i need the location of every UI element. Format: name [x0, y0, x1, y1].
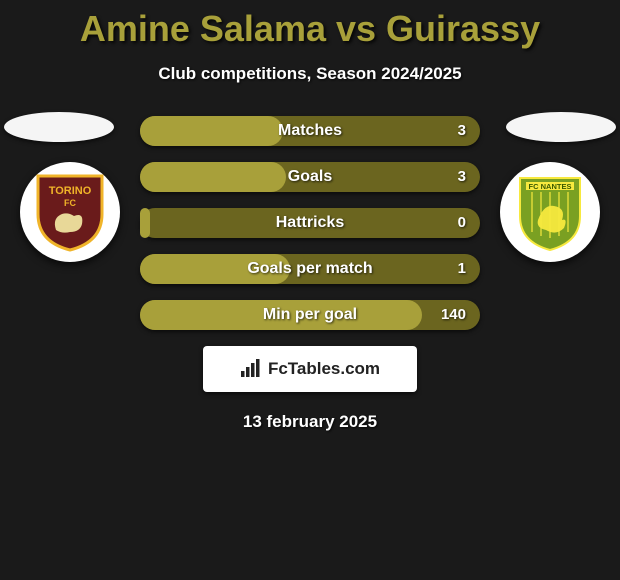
- bar-chart-icon: [240, 359, 262, 379]
- club-badge-left: TORINO FC: [20, 162, 120, 262]
- torino-crest-icon: TORINO FC: [28, 170, 112, 254]
- nantes-crest-icon: FC NANTES: [508, 170, 592, 254]
- club-badge-right: FC NANTES: [500, 162, 600, 262]
- player1-photo-placeholder: [4, 112, 114, 142]
- brand-text: FcTables.com: [268, 359, 380, 379]
- comparison-body: TORINO FC FC NANTES Matches 3 Goals 3: [0, 116, 620, 432]
- stat-value: 0: [458, 208, 466, 238]
- title-player1: Amine Salama: [80, 8, 326, 49]
- stat-row-matches: Matches 3: [140, 116, 480, 146]
- stat-label: Goals per match: [140, 254, 480, 284]
- svg-text:TORINO: TORINO: [49, 185, 92, 197]
- title-player2: Guirassy: [386, 8, 540, 49]
- svg-text:FC NANTES: FC NANTES: [529, 182, 572, 191]
- brand-box: FcTables.com: [203, 346, 417, 392]
- stat-row-goals-per-match: Goals per match 1: [140, 254, 480, 284]
- stat-label: Goals: [140, 162, 480, 192]
- stat-row-goals: Goals 3: [140, 162, 480, 192]
- title-vs: vs: [326, 8, 386, 49]
- stat-value: 3: [458, 162, 466, 192]
- subtitle: Club competitions, Season 2024/2025: [0, 64, 620, 84]
- stat-label: Hattricks: [140, 208, 480, 238]
- stat-value: 1: [458, 254, 466, 284]
- svg-text:FC: FC: [64, 198, 76, 208]
- stat-row-hattricks: Hattricks 0: [140, 208, 480, 238]
- stat-value: 3: [458, 116, 466, 146]
- page-title: Amine Salama vs Guirassy: [0, 0, 620, 50]
- stat-value: 140: [441, 300, 466, 330]
- date-text: 13 february 2025: [0, 412, 620, 432]
- stat-label: Matches: [140, 116, 480, 146]
- stats-list: Matches 3 Goals 3 Hattricks 0 Goals per …: [140, 116, 480, 330]
- stat-row-min-per-goal: Min per goal 140: [140, 300, 480, 330]
- stat-label: Min per goal: [140, 300, 480, 330]
- player2-photo-placeholder: [506, 112, 616, 142]
